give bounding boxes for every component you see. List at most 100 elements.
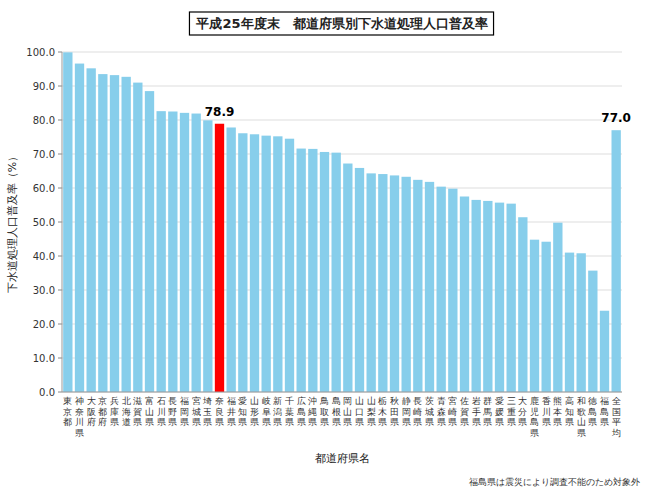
bar [588,271,597,392]
note: 福島県は震災により調査不能のため対象外 [469,477,640,487]
title: 平成25年度末 都道府県別下水道処理人口普及率 [195,16,487,31]
x-tick-label-char: 茨 [425,396,434,406]
annotation: 78.9 [205,105,235,119]
x-tick-label-char: 賀 [133,407,142,417]
y-tick [58,324,62,325]
y-tick [58,222,62,223]
bar [87,68,96,392]
bar [308,149,317,392]
x-tick-label-char: 福 [600,396,609,406]
x-tick-label: 京都府 [98,396,107,427]
y-tick-label: 100.0 [26,47,55,58]
y-tick [58,86,62,87]
bar [192,114,201,392]
bar [367,173,376,392]
y-tick [58,290,62,291]
x-tick-label-char: 秋 [390,396,399,406]
x-tick-label-char: 城 [424,407,434,417]
x-tick-label-char: 岡 [343,396,352,406]
x-tick-label: 宮崎県 [448,396,457,427]
x-tick-label-char: 口 [355,407,364,417]
x-tick-label: 岐阜県 [262,396,271,427]
x-tick-label-char: 山 [355,396,364,406]
x-tick-label-char: 根 [332,407,341,417]
y-tick [58,120,62,121]
x-tick-label-char: 滋 [133,396,142,406]
x-tick-label-char: 三 [507,396,516,406]
x-tick-label: 福島県 [600,396,609,427]
x-tick-label-char: 広 [297,396,306,406]
y-tick-label: 10.0 [33,353,55,364]
title-box [189,12,493,35]
x-tick-label-char: 本 [553,407,562,417]
x-tick-label-char: 大 [87,396,96,406]
x-tick-label-char: 縄 [307,407,317,417]
x-tick-label-char: 児 [530,407,539,417]
bar [63,52,72,392]
x-tick-label-char: 愛 [238,396,247,406]
x-tick-label: 沖縄県 [307,396,317,427]
x-tick-label-char: 県 [425,417,434,427]
x-tick-label-char: 県 [588,417,597,427]
x-tick-label-char: 田 [390,407,399,417]
x-tick-label-char: 青 [437,396,446,406]
x-tick-label-char: 県 [203,417,212,427]
x-tick-label-char: 岡 [180,407,189,417]
chart: 平成25年度末 都道府県別下水道処理人口普及率0.010.020.030.040… [0,0,650,493]
x-tick-label: 埼玉県 [202,396,212,427]
x-tick-label-char: 国 [612,407,621,417]
grid-line [62,392,622,393]
x-tick-label-char: 熊 [553,396,562,406]
x-tick-label-char: 葉 [285,407,294,417]
x-tick-label-char: 県 [600,417,609,427]
x-tick-label-char: 千 [285,396,294,406]
x-tick-label-char: 県 [390,417,399,427]
x-tick-label-char: 阜 [262,407,271,417]
x-tick-label-char: 県 [227,417,236,427]
y-tick [58,52,62,53]
x-tick-label-char: 和 [577,396,586,406]
bar [518,217,527,392]
bar [98,74,107,392]
x-tick-label: 大阪府 [87,396,96,427]
bar [402,177,411,392]
x-tick-label-char: 県 [367,417,376,427]
x-tick-label-char: 長 [168,396,177,406]
x-tick-label-char: 県 [215,417,224,427]
x-tick-label-char: 大 [518,396,527,406]
x-tick-label: 新潟県 [273,396,282,427]
bar [448,189,457,392]
x-tick-label-char: 県 [355,417,364,427]
x-tick-label-char: 県 [238,417,247,427]
x-tick-label: 栃木県 [378,396,387,427]
x-tick-label: 群馬県 [482,396,492,427]
bar [565,253,574,392]
x-tick-label-char: 県 [437,417,446,427]
x-tick-label-char: 石 [157,396,166,406]
bar [343,164,352,392]
x-tick-label: 山梨県 [367,396,376,427]
x-tick-label-char: 府 [87,417,96,427]
y-axis-line [62,52,63,392]
x-tick-label-char: 川 [542,407,551,417]
x-tick-label: 鳥取県 [319,396,329,427]
bar [297,149,306,392]
x-tick-label: 石川県 [157,396,166,427]
bar [612,130,621,392]
x-tick-label-char: 佐 [460,396,469,406]
grid-line [62,86,622,87]
x-tick-label-char: 県 [460,417,469,427]
x-tick-label-char: 庫 [110,407,119,417]
x-tick-label-char: 静 [402,396,411,406]
x-tick-label-char: 分 [518,407,527,417]
x-tick-label-char: 県 [448,417,457,427]
x-tick-label-char: 京 [98,396,107,406]
y-tick [58,392,62,393]
x-tick-label: 和歌山県 [577,396,586,438]
bar [110,75,119,392]
x-tick-label: 全国平均 [611,396,621,438]
x-tick-label: 愛知県 [238,396,247,427]
x-tick-label: 岡山県 [343,396,352,427]
bar [437,187,446,392]
x-tick-label-char: 県 [250,417,259,427]
